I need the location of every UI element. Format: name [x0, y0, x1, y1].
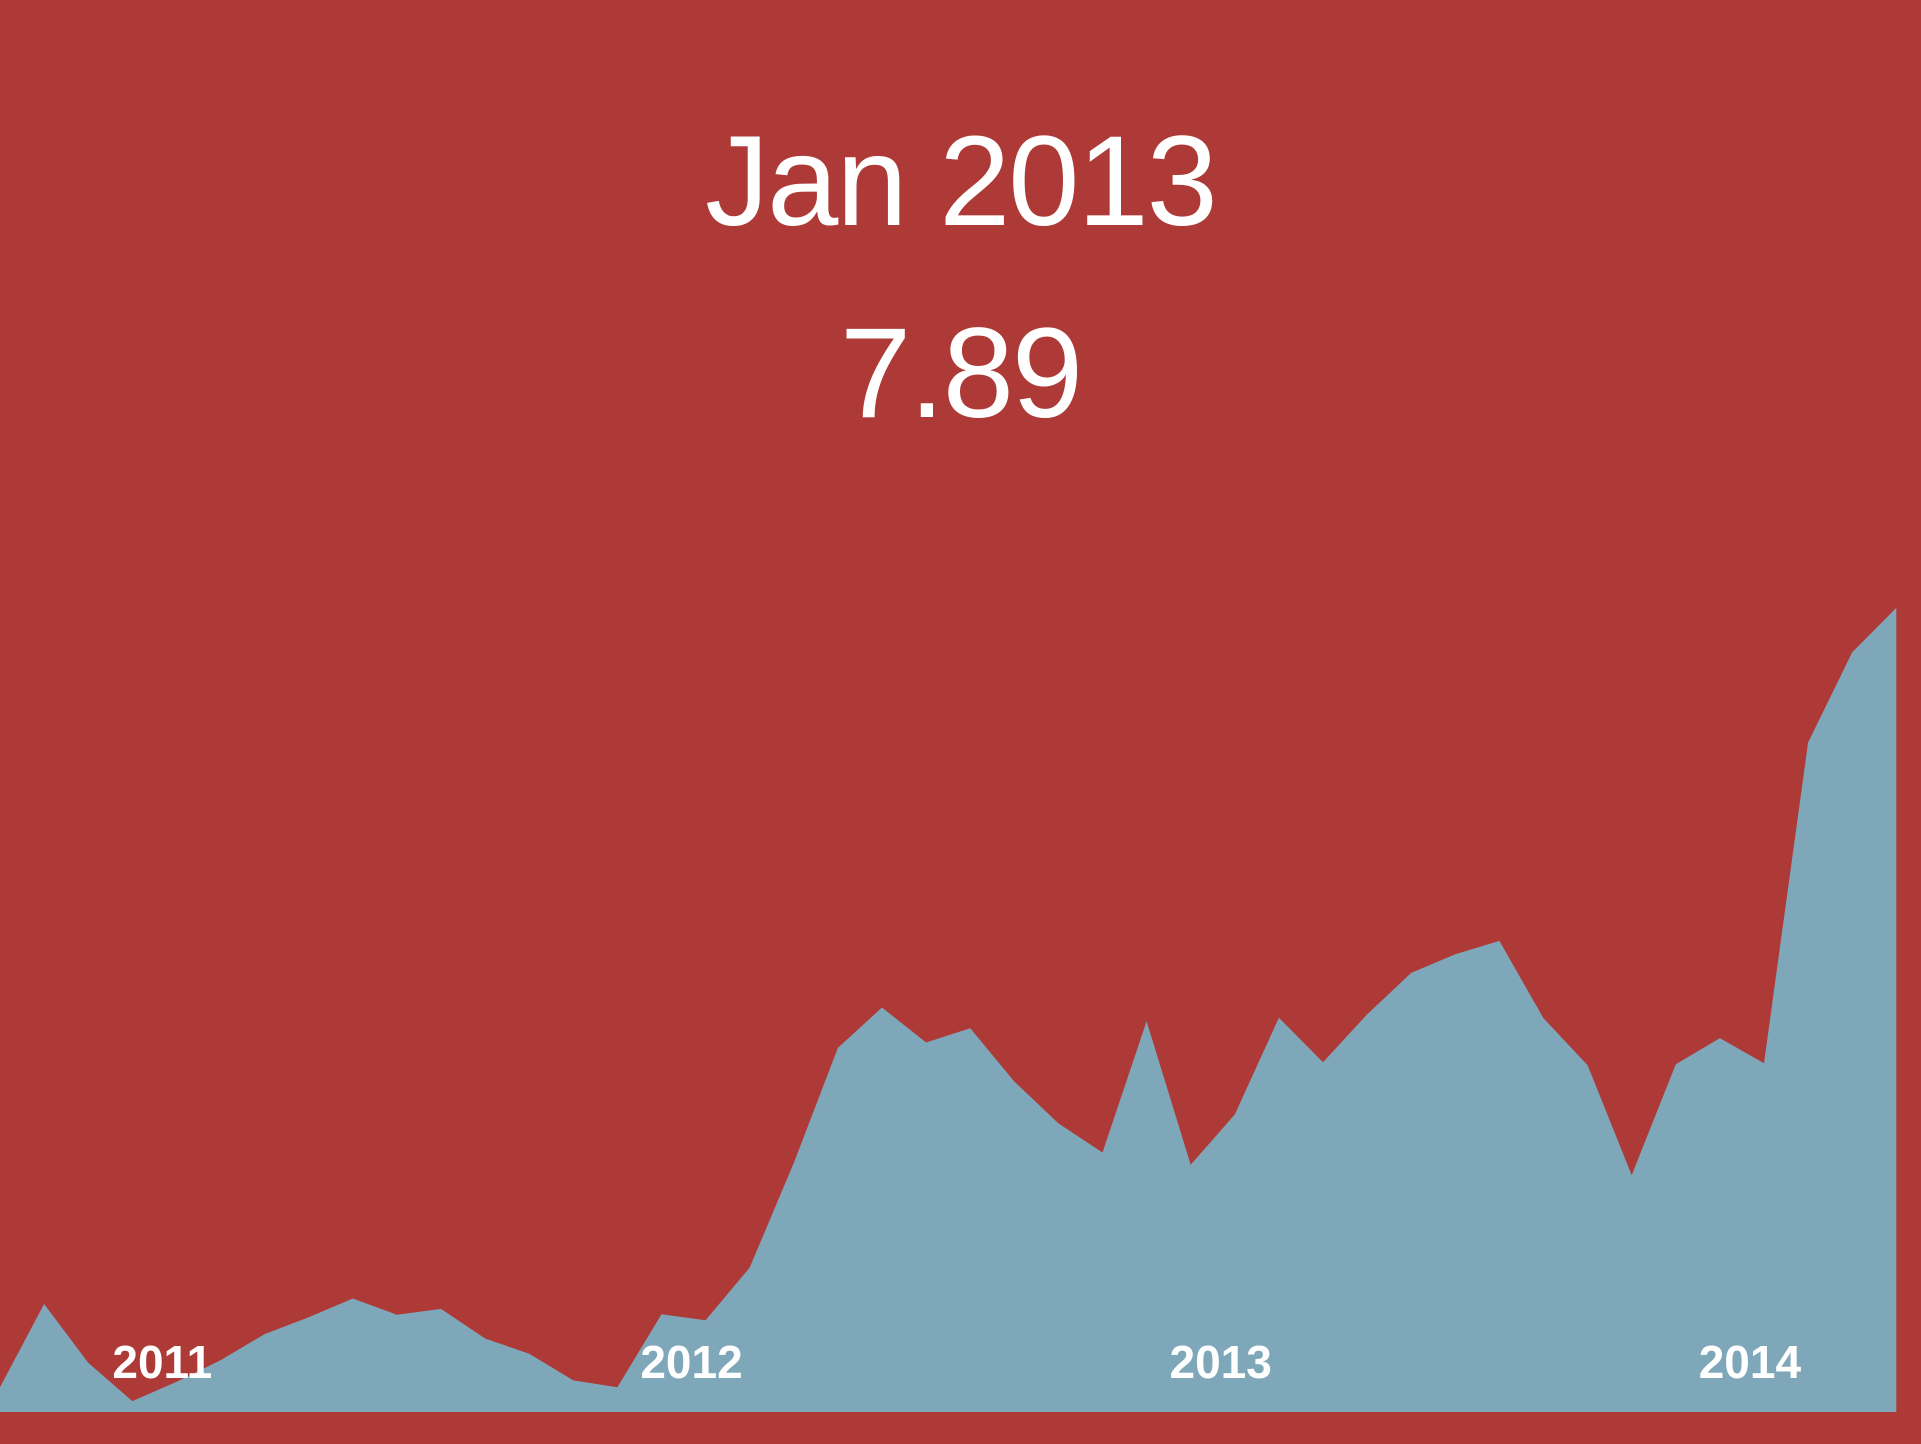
x-axis-ticks: 2011 2012 2013 2014 — [112, 1336, 1801, 1388]
x-tick-label-2014: 2014 — [1699, 1336, 1802, 1388]
x-tick-label-2011: 2011 — [112, 1336, 212, 1388]
x-tick-label-2012: 2012 — [640, 1336, 742, 1388]
series-area[interactable] — [0, 607, 1897, 1412]
selected-date-readout: Jan 2013 — [705, 110, 1218, 253]
x-tick-label-2013: 2013 — [1170, 1336, 1272, 1388]
selected-value-readout: 7.89 — [839, 302, 1083, 445]
